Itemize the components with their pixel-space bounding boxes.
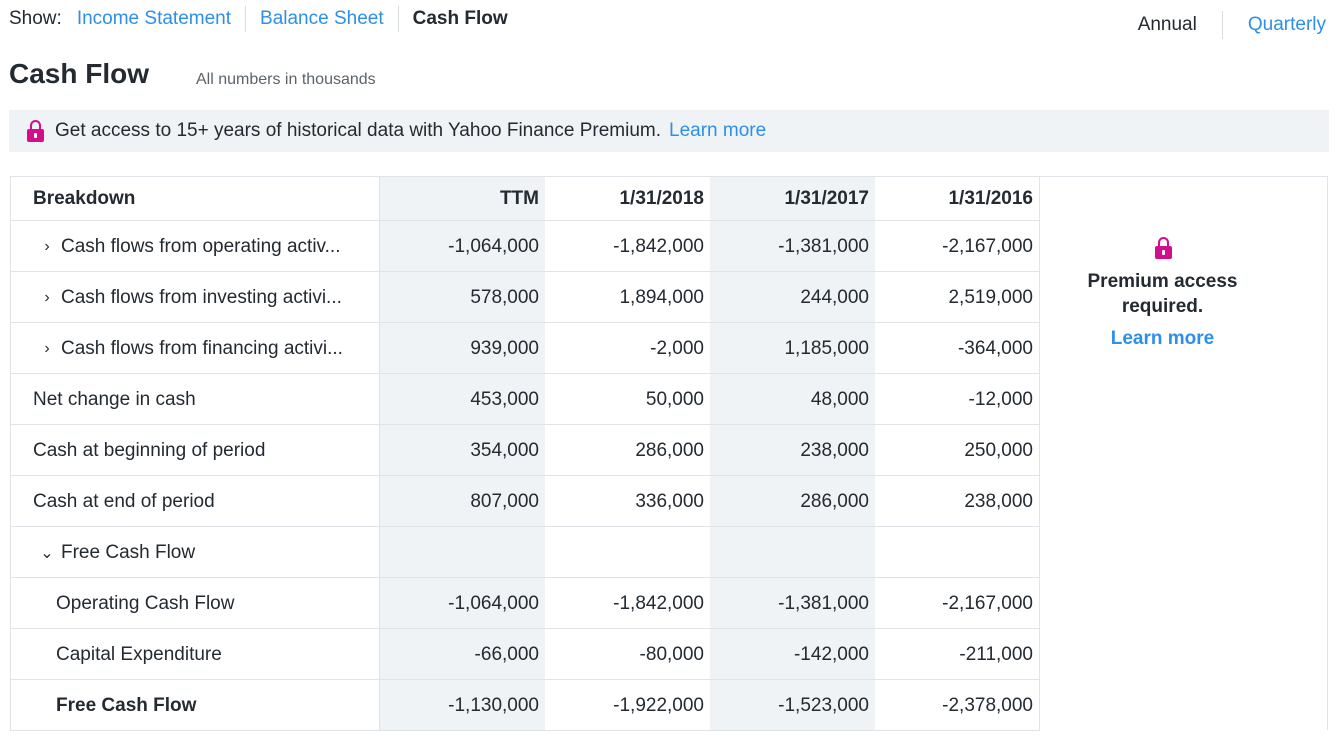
chevron-right-icon[interactable]: › <box>44 339 50 357</box>
header-2017: 1/31/2017 <box>710 177 875 220</box>
value-2018: -1,842,000 <box>613 592 704 614</box>
value-ttm <box>379 527 545 578</box>
value-2017: -142,000 <box>710 629 875 680</box>
page-title: Cash Flow <box>9 58 150 89</box>
value-2017: -1,523,000 <box>710 680 875 731</box>
value-2017: 48,000 <box>710 374 875 425</box>
tab-cash-flow[interactable]: Cash Flow <box>397 6 522 32</box>
row-label: Capital Expenditure <box>56 643 222 665</box>
value-ttm: 578,000 <box>379 272 545 323</box>
value-2016: -211,000 <box>875 629 1040 680</box>
value-ttm: 453,000 <box>379 374 545 425</box>
row-label: Free Cash Flow <box>61 541 196 563</box>
value-2017: -1,381,000 <box>710 578 875 629</box>
chevron-down-icon[interactable]: ⌄ <box>40 544 54 562</box>
premium-banner: Get access to 15+ years of historical da… <box>9 110 1329 152</box>
row-label: Cash flows from operating activ... <box>61 235 341 257</box>
value-2018: -80,000 <box>639 643 704 665</box>
statement-selector: Show: Income Statement Balance Sheet Cas… <box>9 6 522 32</box>
value-2017: 1,185,000 <box>710 323 875 374</box>
value-ttm: 354,000 <box>379 425 545 476</box>
value-ttm: -66,000 <box>379 629 545 680</box>
value-2018: -2,000 <box>650 337 704 359</box>
value-ttm: -1,064,000 <box>379 578 545 629</box>
table-row[interactable]: ⌄ Free Cash Flow <box>10 526 1040 578</box>
value-2017: 238,000 <box>710 425 875 476</box>
value-2018: -1,842,000 <box>613 235 704 257</box>
value-ttm: 807,000 <box>379 476 545 527</box>
row-label: Cash at end of period <box>33 490 215 512</box>
row-label: Free Cash Flow <box>56 694 197 716</box>
header-2016: 1/31/2016 <box>875 177 1040 220</box>
table-row: Net change in cash 453,000 50,000 48,000… <box>10 373 1040 425</box>
table-row: Operating Cash Flow -1,064,000 -1,842,00… <box>10 577 1040 629</box>
premium-gate: Premium access required. Learn more <box>1050 237 1275 350</box>
value-2018 <box>545 527 710 578</box>
lock-icon <box>1154 237 1172 259</box>
value-2016: -2,378,000 <box>875 680 1040 731</box>
value-2017: 286,000 <box>710 476 875 527</box>
quarterly-button[interactable]: Quarterly <box>1221 11 1326 39</box>
value-2016 <box>875 527 1040 578</box>
row-label: Cash flows from financing activi... <box>61 337 343 359</box>
banner-text: Get access to 15+ years of historical da… <box>55 120 662 141</box>
row-label: Cash at beginning of period <box>33 439 266 461</box>
lock-icon <box>27 120 44 142</box>
table-row[interactable]: › Cash flows from operating activ... -1,0… <box>10 220 1040 272</box>
value-2016: -364,000 <box>875 323 1040 374</box>
table-row: Cash at end of period 807,000 336,000 28… <box>10 475 1040 527</box>
chevron-right-icon[interactable]: › <box>44 237 50 255</box>
row-label: Operating Cash Flow <box>56 592 235 614</box>
header-breakdown: Breakdown <box>10 177 379 220</box>
banner-learn-more-link[interactable]: Learn more <box>669 120 767 141</box>
value-2016: -12,000 <box>875 374 1040 425</box>
value-ttm: 939,000 <box>379 323 545 374</box>
value-2016: -2,167,000 <box>875 221 1040 272</box>
row-label: Cash flows from investing activi... <box>61 286 342 308</box>
tab-balance-sheet[interactable]: Balance Sheet <box>245 6 398 32</box>
value-2016: 238,000 <box>875 476 1040 527</box>
value-2018: -1,922,000 <box>613 694 704 716</box>
chevron-right-icon[interactable]: › <box>44 288 50 306</box>
value-2017 <box>710 527 875 578</box>
table-row[interactable]: › Cash flows from investing activi... 578… <box>10 271 1040 323</box>
show-label: Show: <box>9 8 62 29</box>
value-2018: 50,000 <box>645 388 704 410</box>
table-row: Capital Expenditure -66,000 -80,000 -142… <box>10 628 1040 680</box>
table-row[interactable]: › Cash flows from financing activi... 939… <box>10 322 1040 374</box>
value-2016: -2,167,000 <box>875 578 1040 629</box>
value-2017: -1,381,000 <box>710 221 875 272</box>
value-2016: 250,000 <box>875 425 1040 476</box>
value-ttm: -1,130,000 <box>379 680 545 731</box>
units-note: All numbers in thousands <box>196 71 376 88</box>
annual-button[interactable]: Annual <box>1137 14 1197 35</box>
header-2018: 1/31/2018 <box>619 187 704 209</box>
row-label: Net change in cash <box>33 388 196 410</box>
table-bottom-border <box>10 730 1040 731</box>
table-row: Free Cash Flow -1,130,000 -1,922,000 -1,… <box>10 679 1040 731</box>
table-header: Breakdown TTM 1/31/2018 1/31/2017 1/31/2… <box>10 177 1040 220</box>
tab-income-statement[interactable]: Income Statement <box>76 8 232 29</box>
premium-text: Premium access required. <box>1087 271 1238 317</box>
period-toggle: Annual Quarterly <box>1113 10 1326 40</box>
value-2018: 336,000 <box>635 490 704 512</box>
value-2016: 2,519,000 <box>875 272 1040 323</box>
cash-flow-table: Breakdown TTM 1/31/2018 1/31/2017 1/31/2… <box>10 176 1328 731</box>
value-2017: 244,000 <box>710 272 875 323</box>
table-row: Cash at beginning of period 354,000 286,… <box>10 424 1040 476</box>
value-2018: 1,894,000 <box>619 286 704 308</box>
premium-learn-more-link[interactable]: Learn more <box>1110 328 1215 349</box>
value-ttm: -1,064,000 <box>379 221 545 272</box>
header-ttm: TTM <box>379 177 545 220</box>
value-2018: 286,000 <box>635 439 704 461</box>
